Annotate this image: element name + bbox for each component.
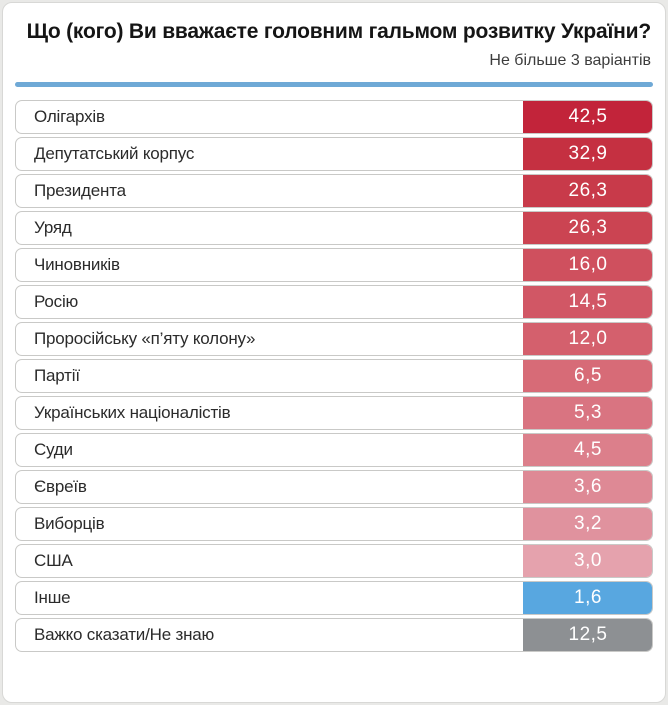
row-value-cell: 3,0 [523,545,652,578]
row-label: Важко сказати/Не знаю [34,625,215,645]
row-value-cell: 14,5 [523,286,652,319]
row-label: Президента [34,181,126,201]
row-value-cell: 3,2 [523,508,652,541]
row-value-cell: 5,3 [523,397,652,430]
row-label: Євреїв [34,477,87,497]
chart-title: Що (кого) Ви вважаєте головним гальмом р… [26,20,652,43]
table-row: Виборців 3,2 [15,507,653,542]
table-row: Росію 14,5 [15,285,653,320]
row-value-cell: 32,9 [523,138,652,171]
row-label: Олігархів [34,107,105,127]
table-row: Українських націоналістів 5,3 [15,396,653,431]
row-label: Проросійську «п’яту колону» [34,329,256,349]
row-value-cell: 26,3 [523,212,652,245]
blue-divider [15,82,653,88]
row-label: Інше [34,588,71,608]
table-row: Проросійську «п’яту колону» 12,0 [15,322,653,357]
chart-header: Що (кого) Ви вважаєте головним гальмом р… [3,3,665,70]
row-label: Виборців [34,514,105,534]
row-label: Партії [34,366,80,386]
table-row: Уряд 26,3 [15,211,653,246]
table-row: Президента 26,3 [15,174,653,209]
row-label: Депутатський корпус [34,144,195,164]
table-row: Інше 1,6 [15,581,653,616]
row-value-cell: 6,5 [523,360,652,393]
row-label: Чиновників [34,255,120,275]
row-value-cell: 3,6 [523,471,652,504]
row-label: Уряд [34,218,72,238]
row-value-cell: 4,5 [523,434,652,467]
table-row: Партії 6,5 [15,359,653,394]
table-row: Важко сказати/Не знаю 12,5 [15,618,653,653]
table-row: Суди 4,5 [15,433,653,468]
table-row: Депутатський корпус 32,9 [15,137,653,172]
row-value-cell: 12,0 [523,323,652,356]
row-value-cell: 1,6 [523,582,652,615]
table-row: Олігархів 42,5 [15,100,653,135]
table-row: США 3,0 [15,544,653,579]
row-label: Суди [34,440,73,460]
results-table: Олігархів 42,5 Депутатський корпус 32,9 … [15,100,653,653]
table-row: Чиновників 16,0 [15,248,653,283]
row-label: США [34,551,73,571]
row-value-cell: 12,5 [523,619,652,652]
row-value-cell: 26,3 [523,175,652,208]
row-label: Українських націоналістів [34,403,231,423]
chart-subtitle: Не більше 3 варіантів [489,52,651,70]
row-label: Росію [34,292,79,312]
table-row: Євреїв 3,6 [15,470,653,505]
row-value-cell: 42,5 [523,101,652,134]
row-value-cell: 16,0 [523,249,652,282]
